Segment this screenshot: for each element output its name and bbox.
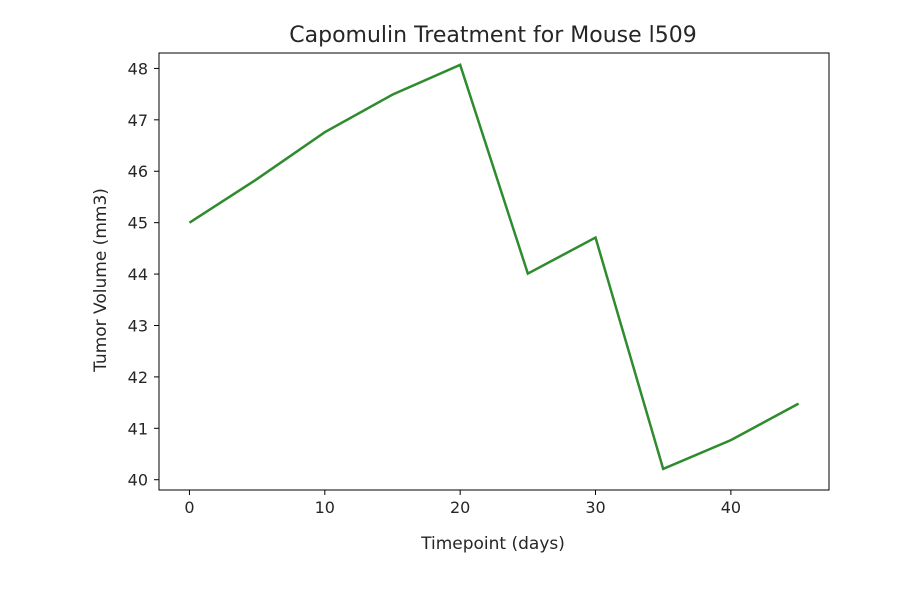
axis-ticks: 0 10 20 30 40 40 41 42 43 44 45 46 47 48 xyxy=(128,59,741,517)
plot-frame xyxy=(158,52,830,491)
x-tick-label: 20 xyxy=(450,498,470,517)
y-tick-label: 47 xyxy=(128,111,148,130)
x-tick-label: 10 xyxy=(315,498,335,517)
x-axis-label: Timepoint (days) xyxy=(420,534,565,554)
chart-title: Capomulin Treatment for Mouse l509 xyxy=(289,23,696,48)
x-tick-label: 0 xyxy=(184,498,194,517)
y-tick-label: 46 xyxy=(128,162,148,181)
x-tick-label: 30 xyxy=(585,498,605,517)
y-axis-label: Tumor Volume (mm3) xyxy=(91,188,111,373)
tumor-volume-line xyxy=(188,63,800,471)
y-tick-label: 45 xyxy=(128,214,148,233)
series-layer xyxy=(188,63,800,471)
y-tick-label: 41 xyxy=(128,419,148,438)
y-tick-label: 44 xyxy=(128,265,148,284)
y-tick-label: 48 xyxy=(128,59,148,78)
x-tick-label: 40 xyxy=(721,498,741,517)
y-tick-label: 42 xyxy=(128,368,148,387)
y-tick-label: 43 xyxy=(128,316,148,335)
y-tick-label: 40 xyxy=(128,471,148,490)
